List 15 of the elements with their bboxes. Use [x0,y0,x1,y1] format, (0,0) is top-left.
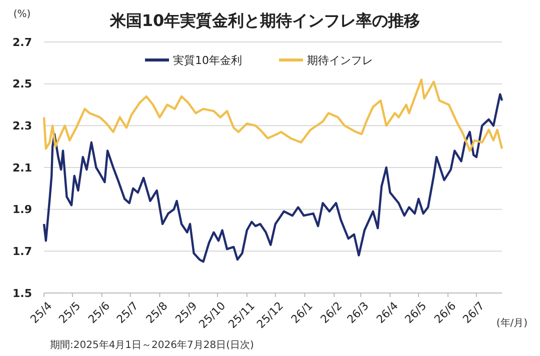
y-tick-label: 2.3 [12,120,32,133]
y-tick-label: 1.9 [12,203,32,216]
y-axis-title: (%) [13,9,31,20]
x-axis-title: (年/月) [496,317,528,329]
y-tick-label: 2.1 [12,161,32,174]
line-series [42,93,504,263]
legend-label: 期待インフレ [307,54,373,67]
y-tick-label: 1.7 [12,245,32,258]
y-tick-label: 1.5 [12,286,32,300]
y-tick-label: 2.7 [12,36,32,49]
legend-label: 実質10年金利 [173,54,242,67]
line-series [42,78,504,152]
chart-title: 米国10年実質金利と期待インフレ率の推移 [108,11,420,30]
y-tick-label: 2.5 [12,78,32,91]
text: 期間:2025年4月1日～2026年7月28日(日次) [50,339,254,351]
